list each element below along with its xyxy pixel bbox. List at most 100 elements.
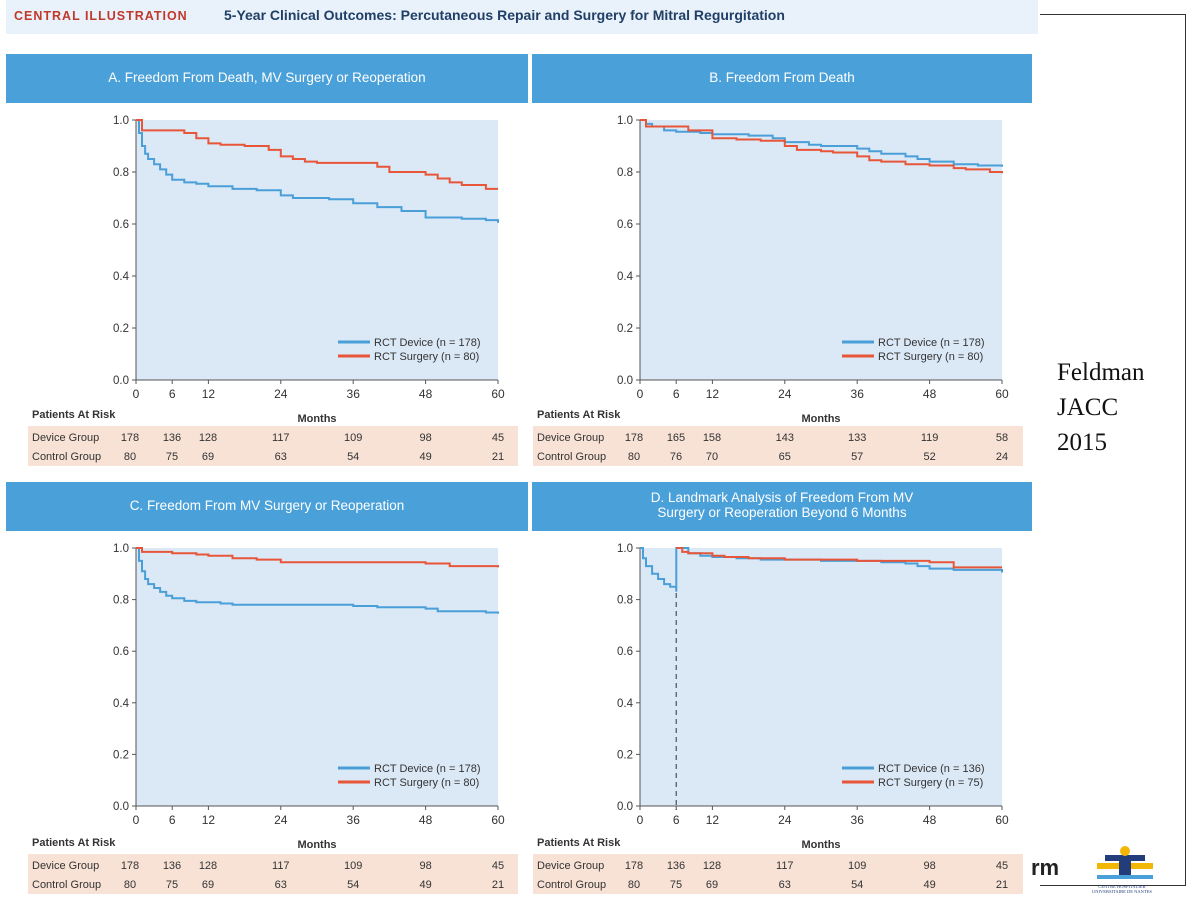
panel-a-risk-row-label: Device Group [32, 432, 99, 444]
panel-c-risk-value: 69 [202, 879, 214, 891]
panel-a-risk-value: 54 [347, 451, 359, 463]
panel-b-x-axis-label: Months [801, 413, 840, 425]
panel-a-x-tick-label: 12 [202, 387, 216, 401]
panel-d-legend-label: RCT Device (n = 136) [878, 763, 984, 775]
panel-b-risk-value: 57 [851, 451, 863, 463]
panel-c-risk-title: Patients At Risk [32, 837, 116, 849]
panel-b-risk-value: 76 [670, 451, 682, 463]
panel-d-legend-label: RCT Surgery (n = 75) [878, 777, 983, 789]
panel-d-risk-row-label: Control Group [537, 879, 606, 891]
panel-d-y-tick-label: 0.6 [617, 646, 633, 658]
panel-a-risk-value: 109 [344, 432, 362, 444]
panel-b-x-tick-label: 24 [778, 387, 792, 401]
panel-a-risk-value: 128 [199, 432, 217, 444]
panel-c-risk-value: 63 [275, 879, 287, 891]
panel-d-x-tick-label: 60 [995, 813, 1009, 827]
panel-a-risk-value: 49 [419, 451, 431, 463]
panel-d-risk-value: 21 [996, 879, 1008, 891]
citation-bracket [1040, 14, 1186, 886]
panel-d-title: D. Landmark Analysis of Freedom From MV … [650, 490, 914, 520]
panel-d-risk-table-bg [533, 854, 1023, 894]
panel-a-y-tick-label: 1.0 [113, 115, 129, 127]
panel-c-y-tick-label: 0.8 [113, 595, 129, 607]
chu-nantes-logo-text: CENTRE HOSPITALIER UNIVERSITAIRE DE NANT… [1082, 884, 1162, 894]
panel-a-x-tick-label: 6 [169, 387, 176, 401]
chu-nantes-logo-icon [1097, 846, 1153, 879]
panel-b-risk-value: 178 [625, 432, 643, 444]
panel-d-title-band: D. Landmark Analysis of Freedom From MV … [532, 482, 1032, 531]
central-illustration-label: CENTRAL ILLUSTRATION [14, 9, 188, 23]
panel-b-series-surgery-line [640, 119, 1003, 174]
panel-b-title-band: B. Freedom From Death [532, 54, 1032, 103]
panel-c-x-tick-label: 12 [202, 813, 216, 827]
panel-d-risk-value: 117 [776, 860, 794, 872]
panel-c-x-tick-label: 36 [347, 813, 361, 827]
panel-b-plot-area [640, 120, 1002, 380]
panel-b-y-tick-label: 1.0 [617, 115, 633, 127]
panel-a-y-tick-label: 0.8 [113, 167, 129, 179]
panel-c-x-tick-label: 48 [419, 813, 433, 827]
citation-author: Feldman [1057, 359, 1145, 386]
panel-a-risk-value: 69 [202, 451, 214, 463]
panel-c-x-tick-label: 24 [274, 813, 288, 827]
panel-c-y-tick-label: 0.2 [113, 749, 129, 761]
panel-a-x-axis-label: Months [297, 413, 336, 425]
panel-b-risk-value: 143 [776, 432, 794, 444]
panel-c-plot-area [136, 548, 498, 806]
panel-b-y-tick-label: 0.8 [617, 167, 633, 179]
panel-b-risk-value: 80 [628, 451, 640, 463]
panel-b-legend-label: RCT Surgery (n = 80) [878, 351, 983, 363]
panel-c-risk-value: 136 [163, 860, 181, 872]
panel-a-y-tick-label: 0.6 [113, 219, 129, 231]
panel-c-risk-row-label: Control Group [32, 879, 101, 891]
panel-d-risk-row-label: Device Group [537, 860, 604, 872]
panel-b-y-tick-label: 0.4 [617, 271, 634, 283]
panel-d-y-tick-label: 1.0 [617, 543, 633, 555]
panel-a-x-tick-label: 48 [419, 387, 433, 401]
panel-d-risk-value: 98 [923, 860, 935, 872]
panel-a-x-tick-label: 0 [133, 387, 140, 401]
panel-d-plot-area [640, 548, 1002, 806]
panel-a-series-surgery-line [136, 119, 498, 190]
chu-logo-line1: CENTRE HOSPITALIER [1098, 884, 1146, 889]
panel-a-y-tick-label: 0.2 [113, 323, 129, 335]
panel-d-risk-value: 178 [625, 860, 643, 872]
panel-a-risk-value: 63 [275, 451, 287, 463]
panel-b-y-tick-label: 0.2 [617, 323, 633, 335]
panel-d-x-tick-label: 6 [673, 813, 680, 827]
panel-b-y-tick-label: 0.0 [617, 375, 633, 387]
panel-b-risk-table-bg [533, 426, 1023, 466]
panel-b-x-tick-label: 60 [995, 387, 1009, 401]
panel-b-risk-value: 58 [996, 432, 1008, 444]
panel-d-y-tick-label: 0.2 [617, 749, 633, 761]
panel-c-series-device-line [136, 547, 499, 614]
panel-a-risk-value: 178 [121, 432, 139, 444]
panel-c-risk-value: 75 [166, 879, 178, 891]
panel-c-risk-value: 117 [272, 860, 290, 872]
panel-b-risk-row-label: Device Group [537, 432, 604, 444]
panel-d-x-axis-label: Months [801, 839, 840, 851]
panel-b-y-tick-label: 0.6 [617, 219, 633, 231]
panel-c-legend-label: RCT Surgery (n = 80) [374, 777, 479, 789]
panel-a-risk-value: 117 [272, 432, 290, 444]
panel-a-legend-label: RCT Surgery (n = 80) [374, 351, 479, 363]
panel-a-y-tick-label: 0.4 [113, 271, 130, 283]
panel-b-risk-value: 70 [706, 451, 718, 463]
figure-header: CENTRAL ILLUSTRATION 5-Year Clinical Out… [6, 0, 1038, 34]
panel-a-y-tick-label: 0.0 [113, 375, 129, 387]
panel-c-y-tick-label: 1.0 [113, 543, 129, 555]
panel-d-y-tick-label: 0.0 [617, 801, 633, 813]
panel-c-x-axis-label: Months [297, 839, 336, 851]
panel-b-risk-value: 133 [848, 432, 866, 444]
panel-c-risk-value: 54 [347, 879, 359, 891]
panel-b-series-device-line [640, 119, 1003, 167]
panel-d-series-surgery-line [676, 547, 1002, 569]
panel-a-series-device-line [136, 119, 499, 223]
citation: Feldman JACC 2015 [1057, 355, 1145, 460]
panel-a-risk-row-label: Control Group [32, 451, 101, 463]
panel-b-title: B. Freedom From Death [709, 70, 855, 85]
panel-d-risk-value: 80 [628, 879, 640, 891]
panel-d-x-tick-label: 36 [851, 813, 865, 827]
panel-a-legend-label: RCT Device (n = 178) [374, 337, 480, 349]
panel-d-risk-value: 69 [706, 879, 718, 891]
